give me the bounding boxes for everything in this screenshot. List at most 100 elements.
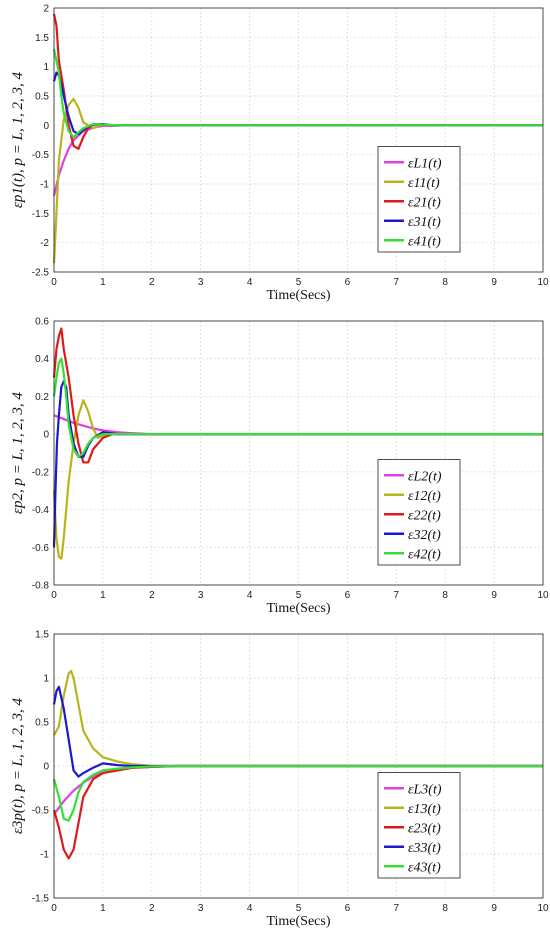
- y-tick-label: 1: [43, 674, 49, 685]
- chart-panel-3: 0 1 2 3 4 5 6 7 8 9 10 1.5 1 0.5 0 -0.5 -1 -1.5 Time(Secs)…: [10, 630, 549, 930]
- y-tick-label: -0.4: [32, 505, 50, 516]
- series-line-5: [52, 357, 543, 458]
- series-line-4: [52, 380, 543, 548]
- chart-panel-1: 0 1 2 3 4 5 6 7 8 9 10 2 1.5 1 0.5 0 -0.5 -1 -1.5 -2 -2.5 Tim…: [10, 4, 549, 304]
- y-tick-label: -0.2: [32, 467, 50, 478]
- axes-frame: [53, 320, 544, 586]
- y-tick-label: 0: [43, 121, 49, 132]
- series-line-5: [52, 48, 543, 139]
- x-tick-label: 5: [296, 277, 302, 288]
- x-tick-label: 2: [149, 277, 155, 288]
- x-tick-label: 7: [394, 903, 400, 914]
- legend-label: ε43(t): [408, 860, 441, 875]
- x-tick-label: 9: [491, 590, 497, 601]
- legend-label: ε13(t): [408, 802, 441, 817]
- x-tick-label: 9: [491, 277, 497, 288]
- x-tick-label: 6: [345, 277, 351, 288]
- x-tick-label: 8: [442, 903, 448, 914]
- y-tick-label: -0.8: [32, 581, 50, 592]
- x-axis-label: Time(Secs): [266, 914, 330, 929]
- y-tick-label: -0.5: [32, 806, 50, 817]
- x-tick-label: 8: [442, 277, 448, 288]
- legend: εL1(t) ε11(t) ε21(t) ε31(t) ε41(t): [377, 146, 461, 253]
- x-tick-label: 6: [345, 903, 351, 914]
- series-line-2: [53, 669, 543, 768]
- legend-label: ε31(t): [408, 215, 441, 230]
- y-tick-label: 2: [43, 4, 49, 15]
- series-line-4: [52, 685, 543, 778]
- legend-box: [377, 772, 461, 879]
- x-tick-label: 5: [296, 590, 302, 601]
- y-tick-label: -0.5: [32, 150, 50, 161]
- x-tick-label: 0: [51, 590, 57, 601]
- series-line-5: [52, 764, 543, 822]
- legend-box: [377, 459, 461, 566]
- x-tick-label: 2: [149, 590, 155, 601]
- x-tick-label: 1: [100, 903, 106, 914]
- y-tick-label: -1.5: [32, 209, 50, 220]
- legend-label: ε42(t): [408, 547, 441, 562]
- legend-label: ε11(t): [408, 176, 440, 191]
- legend-label: ε41(t): [408, 234, 441, 249]
- x-tick-label: 4: [247, 903, 253, 914]
- legend-label: εL2(t): [408, 469, 442, 484]
- x-tick-label: 4: [247, 590, 253, 601]
- x-tick-label: 1: [100, 277, 106, 288]
- x-axis-label: Time(Secs): [266, 601, 330, 616]
- x-tick-label: 0: [51, 277, 57, 288]
- legend-label: ε12(t): [408, 489, 441, 504]
- legend-label: ε23(t): [408, 821, 441, 836]
- y-tick-label: 0.5: [35, 718, 49, 729]
- x-tick-label: 0: [51, 903, 57, 914]
- x-tick-label: 7: [394, 277, 400, 288]
- x-tick-label: 1: [100, 590, 106, 601]
- chart-panel-2: 0 1 2 3 4 5 6 7 8 9 10 0.6 0.4 0.2 0 -0.2 -0.4 -0.6 -0.8 Ti…: [10, 317, 549, 617]
- y-tick-label: -2.5: [32, 268, 50, 279]
- x-tick-label: 7: [394, 590, 400, 601]
- y-tick-label: -2: [40, 238, 49, 249]
- x-tick-label: 10: [537, 590, 549, 601]
- series-group: [52, 327, 543, 560]
- legend: εL3(t) ε13(t) ε23(t) ε33(t) ε43(t): [377, 772, 461, 879]
- x-tick-label: 10: [537, 277, 549, 288]
- legend-label: εL1(t): [408, 156, 442, 171]
- x-tick-label: 4: [247, 277, 253, 288]
- y-tick-label: 0: [43, 430, 49, 441]
- y-tick-label: 1.5: [35, 33, 49, 44]
- legend-label: εL3(t): [408, 782, 442, 797]
- x-tick-label: 6: [345, 590, 351, 601]
- y-tick-label: 0.6: [35, 317, 49, 328]
- x-tick-label: 8: [442, 590, 448, 601]
- axes-frame: [53, 7, 544, 273]
- y-tick-label: -1: [40, 180, 49, 191]
- y-tick-label: 0.5: [35, 92, 49, 103]
- series-line-3: [52, 327, 543, 464]
- legend-label: ε32(t): [408, 528, 441, 543]
- x-tick-label: 5: [296, 903, 302, 914]
- y-axis-label: ε3p(t), p = L, 1, 2, 3, 4: [10, 697, 26, 834]
- axes-frame: [53, 633, 544, 899]
- x-axis-label: Time(Secs): [266, 288, 330, 303]
- x-tick-label: 3: [198, 277, 204, 288]
- legend-box: [377, 146, 461, 253]
- y-axis-label: εp1(t), p = L, 1, 2, 3, 4: [10, 71, 26, 208]
- legend-label: ε21(t): [408, 195, 441, 210]
- y-tick-label: -1.5: [32, 894, 50, 905]
- y-tick-label: 1.5: [35, 630, 49, 641]
- y-tick-label: -1: [40, 850, 49, 861]
- x-tick-label: 3: [198, 590, 204, 601]
- y-tick-label: 1: [43, 62, 49, 73]
- x-tick-label: 10: [537, 903, 549, 914]
- y-tick-label: 0.2: [35, 392, 49, 403]
- series-group: [52, 13, 543, 264]
- y-axis-label: εp2, p = L, 1, 2, 3, 4: [10, 392, 26, 514]
- x-tick-label: 3: [198, 903, 204, 914]
- series-group: [52, 669, 543, 860]
- legend-label: ε22(t): [408, 508, 441, 523]
- x-tick-label: 2: [149, 903, 155, 914]
- y-tick-label: 0.4: [35, 354, 49, 365]
- y-tick-label: -0.6: [32, 543, 50, 554]
- y-tick-label: 0: [43, 762, 49, 773]
- legend-label: ε33(t): [408, 841, 441, 856]
- x-tick-label: 9: [491, 903, 497, 914]
